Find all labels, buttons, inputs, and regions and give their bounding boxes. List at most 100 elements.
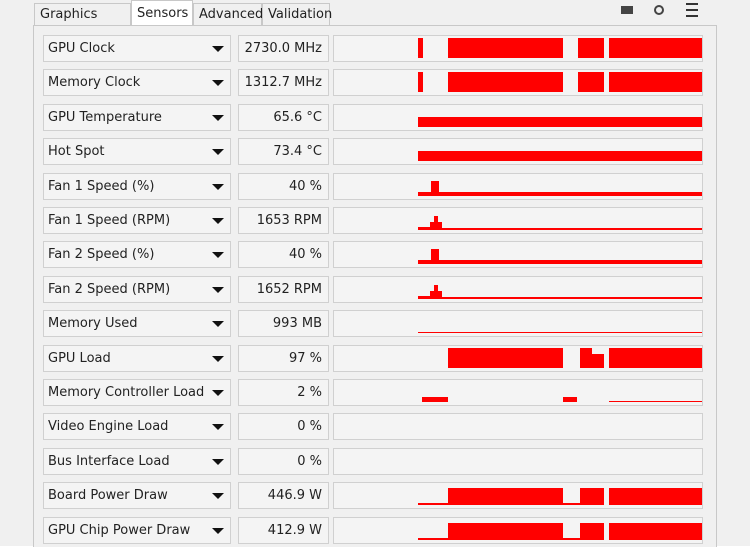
- sensor-name[interactable]: GPU Chip Power Draw: [43, 516, 231, 544]
- dropdown-arrow[interactable]: [212, 114, 224, 121]
- graph-canvas: [418, 284, 702, 299]
- graph-fill: [439, 191, 702, 196]
- graph-fill: [563, 537, 580, 540]
- graph-canvas: [422, 397, 702, 402]
- sensor-label: GPU Chip Power Draw: [48, 522, 191, 538]
- graph-fill: [448, 522, 563, 540]
- sensor-value: 73.4 °C: [238, 138, 329, 166]
- dropdown-arrow[interactable]: [212, 458, 224, 465]
- graph-fill: [578, 72, 604, 93]
- dropdown-arrow[interactable]: [212, 527, 224, 534]
- graph-fill: [609, 347, 702, 368]
- graph-fill: [418, 38, 423, 58]
- graph-fill: [418, 332, 702, 334]
- sensor-label: Fan 2 Speed (%): [48, 247, 155, 263]
- sensor-name[interactable]: Video Engine Load: [43, 413, 231, 441]
- dropdown-arrow[interactable]: [212, 355, 224, 362]
- sensor-name[interactable]: Memory Used: [43, 310, 231, 338]
- graph-fill: [609, 488, 702, 506]
- sensor-value: 412.9 W: [238, 516, 329, 544]
- graph-canvas: [418, 332, 702, 334]
- sensor-graph: [333, 275, 703, 303]
- tab[interactable]: Sensors: [131, 0, 193, 26]
- sensor-label: Fan 1 Speed (RPM): [48, 213, 171, 228]
- graph-fill: [580, 488, 604, 506]
- sensor-value: 1652 RPM: [238, 275, 329, 303]
- graph-canvas: [334, 414, 702, 439]
- sensor-value: 0 %: [238, 413, 329, 441]
- sensor-label: GPU Load: [48, 350, 111, 366]
- graph-fill: [448, 347, 563, 368]
- dropdown-arrow[interactable]: [212, 424, 224, 431]
- graph-fill: [418, 503, 448, 506]
- dropdown-arrow[interactable]: [212, 252, 224, 259]
- graph-fill: [563, 397, 577, 402]
- graph-fill: [418, 295, 430, 299]
- refresh-icon[interactable]: [654, 5, 664, 15]
- dropdown-arrow[interactable]: [212, 321, 224, 328]
- sensor-name[interactable]: Memory Controller Load: [43, 379, 231, 406]
- graph-canvas: [418, 180, 702, 196]
- tab[interactable]: Graphics Card: [34, 3, 131, 44]
- menu-icon[interactable]: [686, 3, 698, 17]
- graph-fill: [434, 216, 438, 230]
- sensor-label: Memory Used: [48, 316, 138, 332]
- dropdown-arrow[interactable]: [212, 390, 224, 396]
- graph-canvas: [418, 72, 702, 93]
- graph-fill: [563, 503, 580, 506]
- sensor-value: 993 MB: [238, 310, 329, 338]
- graph-fill: [448, 488, 563, 506]
- sensor-value: 1312.7 MHz: [238, 69, 329, 97]
- dropdown-arrow[interactable]: [212, 80, 224, 87]
- sensor-graph: [333, 447, 703, 475]
- sensor-name[interactable]: Hot Spot: [43, 138, 231, 166]
- sensor-name[interactable]: GPU Temperature: [43, 103, 231, 131]
- graph-fill: [439, 260, 702, 265]
- sensor-name[interactable]: Bus Interface Load: [43, 447, 231, 475]
- dropdown-arrow[interactable]: [212, 493, 224, 500]
- graph-canvas: [418, 151, 702, 162]
- sensor-name[interactable]: Fan 2 Speed (%): [43, 241, 231, 269]
- graph-canvas: [418, 216, 702, 230]
- sensor-graph: [333, 344, 703, 372]
- sensor-value: 40 %: [238, 241, 329, 269]
- sensor-graph: [333, 207, 703, 234]
- graph-fill: [580, 522, 604, 540]
- graph-fill: [430, 290, 434, 299]
- sensor-value: 446.9 W: [238, 482, 329, 510]
- dropdown-arrow[interactable]: [212, 149, 224, 156]
- sensor-label: GPU Temperature: [48, 109, 162, 125]
- dropdown-arrow[interactable]: [212, 286, 224, 293]
- sensor-name[interactable]: GPU Load: [43, 344, 231, 372]
- sensor-value: 1653 RPM: [238, 207, 329, 234]
- tab[interactable]: Advanced: [193, 3, 263, 25]
- graph-fill: [431, 249, 439, 265]
- dropdown-arrow[interactable]: [212, 183, 224, 190]
- sensor-graph: [333, 413, 703, 441]
- sensor-graph: [333, 241, 703, 269]
- sensor-graph: [333, 516, 703, 544]
- sensor-name[interactable]: Fan 2 Speed (RPM): [43, 275, 231, 303]
- sensor-name[interactable]: Memory Clock: [43, 69, 231, 97]
- graph-fill: [442, 296, 702, 299]
- graph-fill: [592, 353, 604, 368]
- sensor-name[interactable]: Fan 1 Speed (%): [43, 172, 231, 200]
- screenshot-icon[interactable]: [621, 6, 633, 14]
- sensor-label: GPU Clock: [48, 41, 115, 56]
- graph-fill: [418, 191, 431, 196]
- sensor-graph: [333, 103, 703, 131]
- sensor-graph: [333, 172, 703, 200]
- sensor-label: Bus Interface Load: [48, 453, 170, 469]
- sensor-name[interactable]: GPU Clock: [43, 35, 231, 62]
- sensor-name[interactable]: Board Power Draw: [43, 482, 231, 510]
- graph-canvas: [334, 449, 702, 474]
- graph-fill: [418, 116, 702, 127]
- tab[interactable]: Validation: [262, 3, 332, 25]
- dropdown-arrow[interactable]: [212, 46, 224, 52]
- graph-fill: [418, 72, 423, 93]
- dropdown-arrow[interactable]: [212, 218, 224, 224]
- graph-fill: [578, 38, 604, 58]
- sensor-name[interactable]: Fan 1 Speed (RPM): [43, 207, 231, 234]
